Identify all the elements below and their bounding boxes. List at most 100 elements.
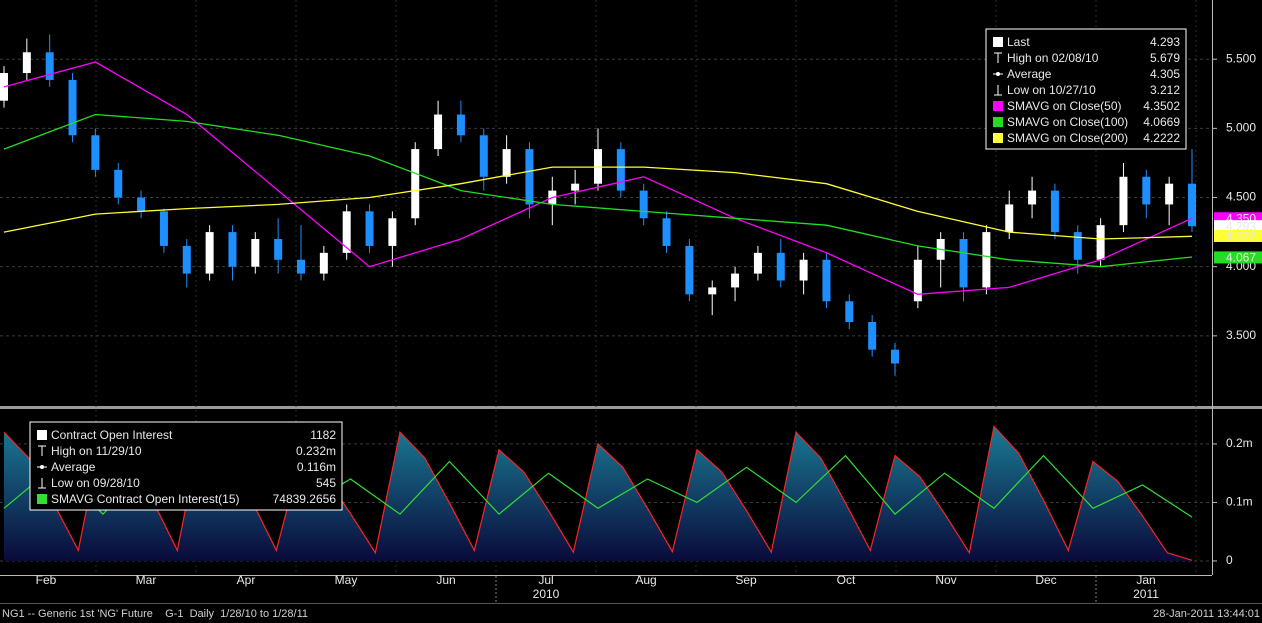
candle-body <box>251 239 260 267</box>
candle-body <box>91 135 100 170</box>
candle-body <box>297 259 305 274</box>
candle-body <box>1165 183 1174 205</box>
y-tick-label: 4.500 <box>1226 190 1256 204</box>
candle-body <box>502 149 511 177</box>
candle-body <box>114 169 123 198</box>
x-tick-label: Jan <box>1136 573 1155 587</box>
footer-right: 28-Jan-2011 13:44:01 <box>1153 608 1260 620</box>
legend-icon <box>996 72 1000 76</box>
candle-body <box>1005 204 1014 233</box>
candle-body <box>959 239 968 288</box>
candle-body <box>799 259 808 281</box>
legend-value: 4.3502 <box>1143 99 1180 113</box>
legend-label: Last <box>1007 35 1030 49</box>
legend-value: 4.0669 <box>1143 115 1180 129</box>
candle-body <box>182 245 191 274</box>
x-tick-label: Dec <box>1035 573 1056 587</box>
legend-value: 0.232m <box>296 444 336 458</box>
candle-body <box>639 190 648 219</box>
candle-body <box>434 114 443 150</box>
candle-body <box>479 135 488 177</box>
x-tick-label: May <box>335 573 358 587</box>
legend-label: Average <box>51 460 96 474</box>
candle-body <box>662 218 671 246</box>
x-tick-label: Mar <box>136 573 157 587</box>
legend-swatch <box>993 133 1003 143</box>
legend-label: SMAVG Contract Open Interest(15) <box>51 492 240 506</box>
legend-swatch <box>993 117 1003 127</box>
x-tick-label: Jun <box>436 573 455 587</box>
y-tick-label: 0 <box>1226 553 1233 567</box>
candle-body <box>982 232 991 288</box>
candle-body <box>1188 183 1196 227</box>
legend-swatch <box>993 37 1003 47</box>
value-tag <box>1214 220 1262 233</box>
legend-box <box>985 28 1187 150</box>
candle-body <box>205 232 214 274</box>
candle-body <box>822 259 831 302</box>
candle-body <box>616 149 625 191</box>
candle-body <box>571 183 580 191</box>
legend-value: 4.305 <box>1150 67 1180 81</box>
value-tag-label: 4.293 <box>1226 219 1256 233</box>
candle-body <box>776 252 785 281</box>
y-tick-label: 0.2m <box>1226 436 1253 450</box>
candle-body <box>1028 190 1037 205</box>
candle-body <box>365 211 374 246</box>
legend-value: 1182 <box>310 428 336 442</box>
candle-body <box>411 149 420 219</box>
x-tick-label: Apr <box>237 573 256 587</box>
candle-body <box>342 211 351 253</box>
x-tick-label: Sep <box>735 573 757 587</box>
legend-label: SMAVG on Close(50) <box>1007 99 1122 113</box>
candle-body <box>1142 176 1151 205</box>
candle-body <box>1096 225 1105 260</box>
legend-swatch <box>993 101 1003 111</box>
candle-body <box>1050 190 1059 233</box>
candle-body <box>1073 232 1082 260</box>
x-tick-label: Aug <box>635 573 656 587</box>
year-label: 2010 <box>533 587 560 601</box>
legend-value: 5.679 <box>1150 51 1180 65</box>
legend-label: Average <box>1007 67 1052 81</box>
candle-body <box>731 273 740 288</box>
year-label: 2011 <box>1133 587 1159 601</box>
moving-average-line <box>3 166 1193 240</box>
y-tick-label: 5.500 <box>1226 51 1256 65</box>
legend-swatch <box>37 430 47 440</box>
candle-body <box>708 287 717 295</box>
value-tag <box>1214 229 1262 242</box>
legend-box <box>29 421 343 511</box>
candle-body <box>525 149 534 205</box>
legend-label: SMAVG on Close(100) <box>1007 115 1128 129</box>
value-tag-label: 4.067 <box>1226 251 1256 265</box>
legend-label: Contract Open Interest <box>51 428 173 442</box>
candle-body <box>274 239 283 260</box>
legend-label: SMAVG on Close(200) <box>1007 131 1128 145</box>
y-tick-label: 5.000 <box>1226 121 1256 135</box>
candle-body <box>594 149 602 184</box>
legend-value: 545 <box>316 476 336 490</box>
x-tick-label: Jul <box>538 573 553 587</box>
legend-value: 0.116m <box>297 460 336 474</box>
x-tick-label: Nov <box>935 573 956 587</box>
candle-body <box>845 301 854 323</box>
moving-average-line <box>3 61 1193 295</box>
candle-body <box>68 79 77 136</box>
candle-body <box>137 197 146 212</box>
legend-swatch <box>37 494 47 504</box>
value-tag-label: 4.222 <box>1226 229 1256 243</box>
candle-body <box>891 349 899 364</box>
legend-icon <box>40 465 44 469</box>
y-tick-label: 0.1m <box>1226 495 1253 509</box>
legend-label: High on 02/08/10 <box>1007 51 1099 65</box>
candle-body <box>45 52 54 80</box>
candle-body <box>228 232 237 267</box>
value-tag <box>1214 251 1262 264</box>
candle-body <box>868 322 877 350</box>
legend-label: Low on 10/27/10 <box>1007 83 1096 97</box>
x-tick-label: Feb <box>36 573 57 587</box>
legend-value: 4.293 <box>1150 35 1180 49</box>
candle-body <box>456 114 465 136</box>
